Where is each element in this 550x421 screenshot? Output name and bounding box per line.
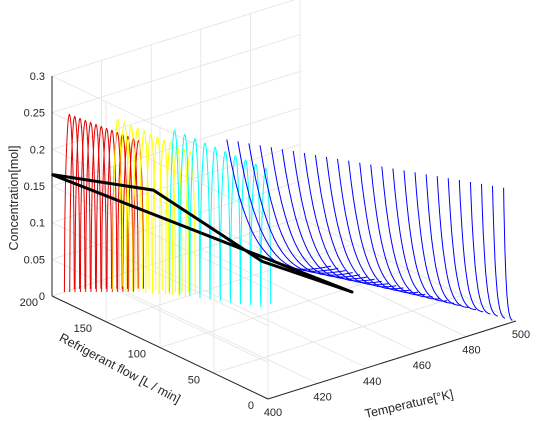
y-tick-label: 150 [74,323,92,335]
curve-cyan [179,133,191,295]
grid-line [213,294,463,374]
y-tick-label: 0 [248,400,254,412]
curve-series [63,113,513,321]
curve-red [85,121,97,293]
curve-blue [447,178,476,311]
z-tick-label: 0.05 [24,254,45,266]
curve-red [90,123,102,293]
curve-red [133,139,144,292]
z-tick-label: 0.2 [30,144,45,156]
curve-cyan [189,138,201,297]
grid-line [51,107,301,187]
curve-blue [492,185,506,319]
z-axis-label: Concentration[mol] [7,146,21,251]
curve-red [79,119,91,293]
curve-blue [469,181,491,315]
curve-blue [414,172,455,304]
z-tick-label: 0.3 [30,71,45,83]
curve-cyan [240,159,251,305]
curve-blue [503,187,513,321]
curve-red [95,125,107,292]
z-tick-label: 0.25 [24,108,45,120]
curve-blue [348,160,411,292]
y-axis-line [51,295,269,400]
grid-line [51,217,301,297]
curve-red [74,117,86,293]
curve-yellow [184,151,196,297]
curve-blue [403,170,448,302]
x-tick-label: 500 [512,329,530,341]
x-tick-label: 480 [462,345,480,357]
curve-blue [281,149,368,280]
x-tick-label: 440 [363,376,381,388]
curve-blue [370,164,426,296]
grid-line [51,185,269,290]
axes-box [51,76,517,400]
y-tick-label: 50 [188,374,200,386]
curve-blue [303,152,382,284]
x-axis-label: Temperature[°K] [363,387,454,421]
grid-line [51,70,301,150]
curve-red [106,129,118,292]
curve-cyan [229,154,241,303]
curve-blue [248,143,346,274]
z-tick-label: 0.1 [30,218,45,230]
curve-red [101,127,113,292]
curve-cyan [209,146,221,300]
curve-blue [292,151,375,282]
curve-blue [436,176,469,308]
curve-blue [458,179,484,313]
curve-red [63,113,75,293]
grid-line [51,222,269,327]
y-tick-label: 100 [128,349,146,361]
curve-cyan [219,150,231,302]
curve-blue [337,158,404,290]
x-tick-label: 400 [264,407,282,419]
curve-blue [237,141,339,272]
grid-line [51,0,295,77]
y-tick-label: 200 [20,297,38,309]
grid-line [51,144,301,224]
grid-line [51,75,269,180]
x-tick-label: 460 [413,360,431,372]
x-tick-label: 420 [313,391,331,403]
curve-red [69,115,81,293]
curve-blue [259,145,353,276]
grid-line [51,258,269,363]
y-axis-label: Refrigerant flow [L / min] [57,331,183,407]
curve-blue [481,183,498,317]
z-tick-label: 0 [39,291,45,303]
z-tick-label: 0.15 [24,181,45,193]
trajectory-series [51,173,354,294]
x-axis-line [267,320,517,400]
curve-blue [325,156,397,288]
curve-red [122,135,134,292]
curve-cyan [169,129,180,294]
trajectory-line [51,173,354,294]
grid-line [51,34,301,114]
curve-cyan [199,142,211,298]
curve-blue [392,168,440,300]
curve-blue [425,174,462,306]
curve-cyan [250,163,262,306]
curve-blue [381,166,433,298]
grid-line [159,269,409,348]
